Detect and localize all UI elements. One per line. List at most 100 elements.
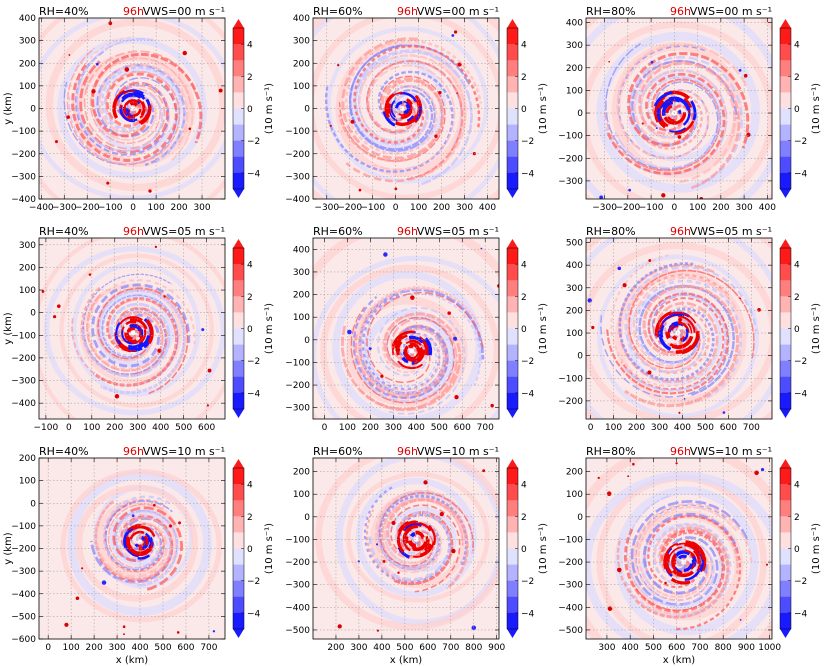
- y-tick-label: −100: [11, 522, 36, 532]
- core-band: [660, 324, 665, 338]
- colorbar: 4 2 0 −2 −4 (10 m s⁻¹): [232, 239, 275, 418]
- colorbar-segment: [233, 468, 244, 485]
- colorbar-segment: [780, 108, 791, 125]
- colorbar-segment: [780, 248, 791, 265]
- core-band: [145, 319, 154, 345]
- colorbar-segment: [780, 264, 791, 281]
- y-tick-label: 400: [566, 261, 583, 271]
- x-tick-label: 400: [674, 423, 691, 433]
- core-band: [405, 353, 411, 359]
- y-tick-label: −400: [285, 195, 310, 205]
- y-axis-label: y (km): [3, 532, 14, 565]
- core-band: [127, 335, 150, 351]
- colorbar-segment: [507, 328, 518, 345]
- colorbar-segment: [780, 156, 791, 174]
- colorbar-max-arrow: [507, 459, 518, 468]
- core-band: [684, 564, 703, 582]
- convective-cell: [627, 475, 630, 478]
- y-tick-label: −100: [11, 331, 36, 341]
- vws-label: VWS=05 m s⁻¹: [690, 225, 772, 238]
- x-tick-label: 400: [479, 203, 496, 213]
- spiral-arm: [605, 72, 726, 176]
- x-tick-label: 300: [129, 423, 146, 433]
- core-band: [124, 336, 138, 343]
- core-band: [126, 107, 131, 114]
- spiral-arm: [71, 61, 178, 162]
- convective-cell: [391, 520, 396, 526]
- background-swirl: [346, 471, 490, 603]
- rh-label: RH=40%: [39, 5, 89, 18]
- grid: [313, 238, 499, 419]
- plot-frame: [585, 17, 773, 200]
- core-band: [669, 127, 687, 133]
- panel-8: 200 300 400 500 600 700 800 900−500−400−300−200…: [285, 445, 549, 666]
- y-tick-label: −300: [558, 177, 583, 187]
- core-band: [401, 356, 409, 364]
- y-tick-label: −100: [558, 535, 583, 545]
- convective-cell: [757, 307, 761, 312]
- core-band: [120, 94, 142, 103]
- convective-cell: [453, 336, 458, 341]
- background-swirl: [75, 484, 198, 602]
- colorbar-segment: [780, 360, 791, 378]
- colorbar: 4 2 0 −2 −4 (10 m s⁻¹): [506, 459, 549, 638]
- spiral-arm: [358, 54, 467, 179]
- core-band: [409, 531, 416, 538]
- colorbar-segment: [780, 124, 791, 141]
- convective-cell: [632, 462, 635, 466]
- convective-cell: [375, 543, 379, 546]
- y-tick-label: 200: [293, 291, 310, 301]
- colorbar-segment: [780, 76, 791, 93]
- colorbar-segment: [780, 60, 791, 77]
- background-swirl: [326, 26, 489, 184]
- colorbar-min-arrow: [233, 409, 244, 418]
- y-tick-label: −400: [11, 195, 36, 205]
- x-tick-label: −100: [360, 203, 385, 213]
- y-tick-label: −300: [285, 172, 310, 182]
- y-tick-label: 0: [304, 513, 310, 523]
- y-tick-label: 300: [293, 268, 310, 278]
- spiral-arm: [352, 296, 449, 400]
- convective-cell: [139, 337, 142, 340]
- convective-cell: [447, 311, 451, 315]
- convective-cell: [188, 127, 192, 131]
- core-band: [138, 329, 147, 345]
- core-band: [382, 111, 396, 127]
- colorbar-min-arrow: [233, 629, 244, 638]
- convective-cell: [383, 252, 388, 257]
- panel-5: 0 100 200 300 400 500 600 700−300−200−100010020…: [285, 225, 549, 433]
- colorbar-segment: [233, 280, 244, 297]
- convective-cell: [655, 127, 658, 130]
- core-band: [410, 540, 416, 546]
- x-tick-label: 500: [645, 643, 662, 653]
- convective-cell: [157, 348, 162, 353]
- y-tick-label: 100: [293, 82, 310, 92]
- x-tick-label: 300: [598, 643, 615, 653]
- colorbar-max-arrow: [780, 19, 791, 28]
- x-tick-label: −300: [592, 203, 617, 213]
- x-tick-label: 700: [442, 643, 459, 653]
- convective-cell: [41, 290, 45, 293]
- convective-cell: [207, 368, 212, 373]
- convective-cell: [608, 60, 611, 63]
- background-swirl: [320, 264, 499, 419]
- grid: [586, 18, 772, 199]
- background-swirl: [596, 31, 760, 193]
- colorbar-label: (10 m s⁻¹): [811, 523, 822, 574]
- x-tick-label: −400: [29, 203, 54, 213]
- background-swirl: [597, 254, 759, 419]
- colorbar-segment: [780, 296, 791, 313]
- x-tick-label: 500: [154, 643, 171, 653]
- convective-cell: [347, 329, 352, 335]
- x-tick-label: 200: [327, 643, 344, 653]
- colorbar-segment: [780, 516, 791, 533]
- grid: [39, 18, 225, 199]
- x-tick-label: 0: [393, 203, 399, 213]
- background-swirl: [313, 18, 499, 199]
- colorbar-segment: [233, 76, 244, 93]
- time-label: 96h: [397, 225, 418, 238]
- colorbar-tick-label: 4: [247, 41, 253, 51]
- grid: [39, 238, 225, 419]
- y-tick-label: 100: [566, 490, 583, 500]
- y-tick-label: −600: [11, 635, 36, 645]
